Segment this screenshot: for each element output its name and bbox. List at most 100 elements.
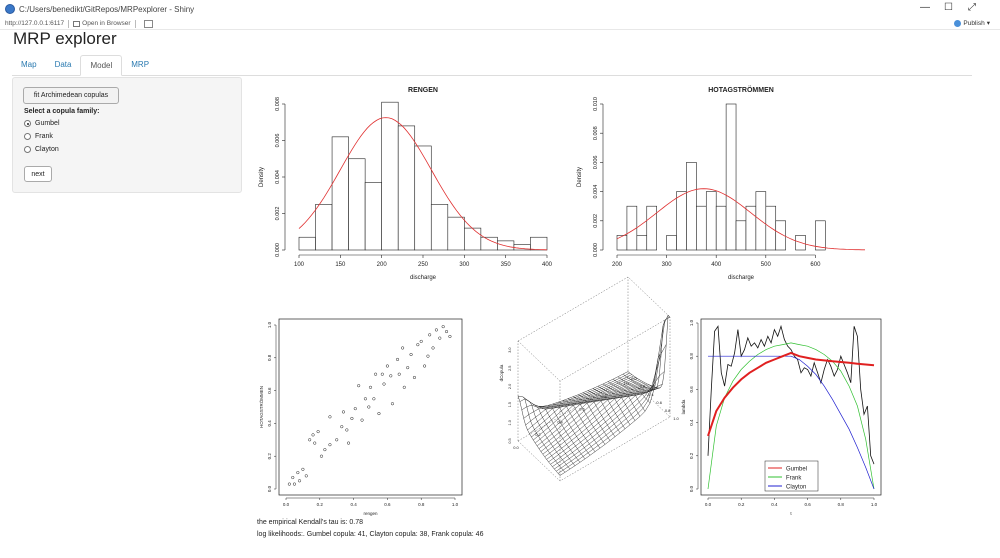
scatter-point [311,433,315,437]
publish-icon [954,19,962,27]
scatter-point [296,471,300,475]
x-tick-label: 0.4 [557,419,563,424]
plot-frame [700,318,882,496]
scatter-point [390,402,395,406]
radio-unchecked-icon[interactable] [24,146,31,153]
x-tick-label: 600 [810,262,821,268]
histogram-bar [666,235,677,251]
scatter-point [402,385,406,389]
histogram-bar [315,204,333,251]
x-tick-label: 0.2 [535,432,541,437]
y-tick-label: 0.4 [689,419,694,426]
radio-label: Gumbel [35,120,60,127]
scatter-point [350,416,354,421]
scatter-point [380,372,384,376]
radio-gumbel[interactable]: Gumbel [24,120,60,127]
x-tick-label: 0.4 [350,502,357,507]
open-in-browser-label: Open in Browser [82,20,131,27]
series-line-frank [707,342,875,490]
y-tick-label: 0.006 [275,134,281,148]
sidebar-panel: fit Archimedean copulas Select a copula … [12,77,242,193]
histogram-bar [381,101,399,251]
surface-mesh-line [542,406,586,460]
scatter-point [401,346,405,350]
x-tick-label: 0.8 [601,394,607,399]
scatter-point [416,343,420,347]
surface-mesh-line [544,386,655,457]
radio-checked-icon[interactable] [24,120,31,127]
y-tick-label: 0.6 [267,387,272,394]
next-button[interactable]: next [24,166,52,182]
x-tick-label: 200 [377,262,388,268]
tab-mrp[interactable]: MRP [131,60,150,69]
radio-frank[interactable]: Frank [24,133,53,140]
scatter-point [412,375,416,380]
log-likelihood-text: log likelihoods:. Gumbel copula: 41, Cla… [257,531,484,538]
y-tick-label: 0.002 [275,207,281,221]
x-tick-label: 1.0 [623,381,629,386]
x-tick-label: 0.6 [384,502,391,507]
histogram-bar [696,205,707,251]
y-tick-label: 0.8 [665,408,671,413]
y-tick-label: 0.006 [593,156,599,170]
scatter-point [385,364,389,368]
y-tick-label: 0.0 [267,485,272,492]
surface-mesh-line [559,316,671,476]
x-tick-label: 400 [711,262,722,268]
scatter-point [441,325,445,329]
copula-surface [517,276,671,482]
tab-bar: Map Data Model MRP [12,55,972,76]
refresh-icon[interactable] [143,19,153,28]
surface-mesh-line [548,387,659,463]
copula-family-label: Select a copula family: [24,108,100,115]
scatter-point [313,441,317,445]
z-tick-label: 1.5 [508,402,512,407]
y-axis-label: lambda [681,399,686,414]
divider [68,19,70,28]
y-tick-label: 0.000 [275,243,281,257]
open-in-browser-button[interactable]: Open in Browser [73,20,131,27]
radio-clayton[interactable]: Clayton [24,146,59,153]
histogram-bar [348,158,366,251]
surface-mesh-line [554,371,665,470]
tab-model[interactable]: Model [80,55,123,76]
radio-label: Frank [35,133,53,140]
app-icon [5,4,15,14]
y-axis-label: HOTAGSTRÖMMEN [258,386,264,428]
surface-mesh-line [577,394,621,433]
x-tick-label: 1.0 [452,502,459,507]
z-tick-label: 2.0 [508,384,512,389]
x-tick-label: 0.0 [705,502,712,507]
scatter-point [377,412,381,416]
publish-button[interactable]: Publish ▾ [954,19,990,27]
tab-map[interactable]: Map [21,60,37,69]
scatter-point [389,374,393,378]
tab-data[interactable]: Data [54,60,72,69]
radio-unchecked-icon[interactable] [24,133,31,140]
scatter-point [328,443,332,447]
density-curve [298,117,548,251]
fit-copulas-button[interactable]: fit Archimedean copulas [23,87,119,104]
z-tick-label: 3.0 [508,347,512,352]
y-tick-label: 1.0 [689,319,694,326]
x-tick-label: 350 [501,262,512,268]
maximize-icon[interactable]: ☐ [944,2,953,13]
scatter-point [382,382,386,386]
surface-mesh-line [556,344,667,472]
popout-icon[interactable]: ⤢ [968,2,976,13]
histogram-bar [298,236,316,251]
density-curve [616,188,865,251]
x-tick-label: 0.2 [317,502,324,507]
histogram-bar [331,136,349,251]
scatter-point [423,364,427,368]
scatter-point [395,357,400,361]
url-text[interactable]: http://127.0.0.1:6117 [5,20,65,27]
scatter-point [353,407,357,411]
surface-mesh-line [572,396,616,437]
y-axis-label: Density [577,167,583,187]
y-tick-label: 0.6 [656,400,662,405]
scatter-point [301,467,305,471]
minimize-icon[interactable]: — [920,2,930,13]
histogram-bar [364,182,382,251]
x-tick-label: 0.8 [418,502,425,507]
